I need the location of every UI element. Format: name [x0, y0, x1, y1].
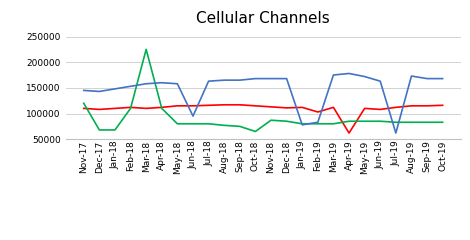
Title: Cellular Channels: Cellular Channels	[196, 11, 330, 26]
